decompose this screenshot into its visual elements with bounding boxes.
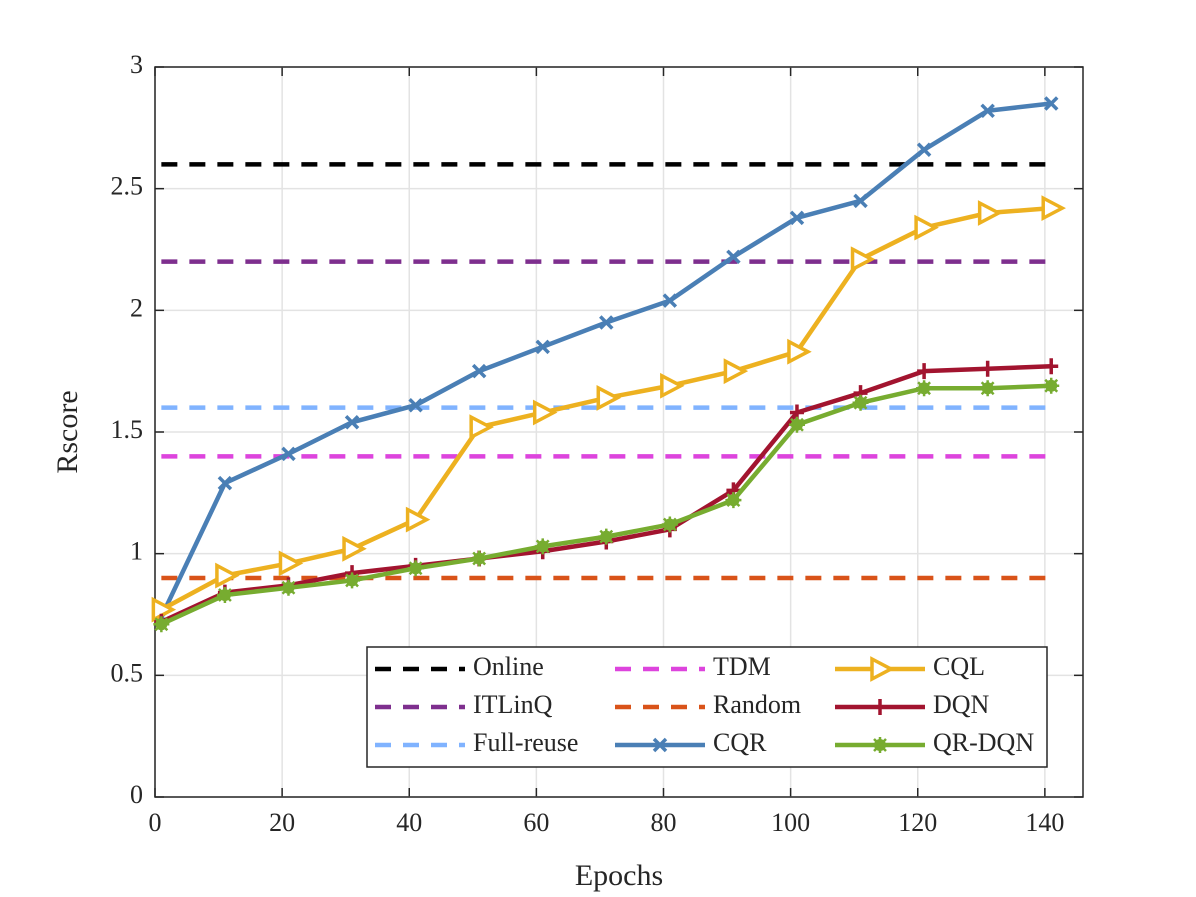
marker [469,414,494,441]
marker [471,363,487,379]
legend-label: CQL [933,652,985,681]
marker [599,315,614,330]
y-tick-label: 1 [130,537,143,566]
marker [873,699,887,715]
marker [1043,377,1060,394]
legend-label: Random [713,690,801,719]
marker [278,550,304,577]
axes-box [154,66,1084,798]
marker [217,475,233,491]
x-tick-label: 100 [771,808,810,837]
x-tick-label: 140 [1025,808,1064,837]
marker [726,249,741,265]
x-tick-label: 40 [396,808,422,837]
marker [916,142,932,157]
marker [344,415,360,430]
x-tick-label: 20 [269,808,295,837]
marker [725,492,742,509]
marker [596,385,622,411]
legend: Online ITLinQ Full-reuse TDM Random CQR CQL DQN… [366,646,1048,768]
marker [342,535,367,562]
legend-label: ITLinQ [473,690,553,719]
marker [1044,358,1059,375]
legend-label: DQN [933,690,990,719]
x-tick-label: 120 [898,808,937,837]
marker [280,579,297,596]
marker [660,372,685,399]
legend-label: QR-DQN [933,728,1034,757]
marker [471,550,488,567]
marker [979,380,996,397]
x-tick-label: 0 [149,808,162,837]
legend-label: Online [473,652,544,681]
marker [215,562,240,589]
legend-label: Full-reuse [473,728,578,757]
marker [917,363,932,380]
y-tick-label: 0.5 [111,658,144,687]
marker [598,528,615,545]
y-axis-label: Rscore [51,390,84,473]
y-tick-label: 1.5 [111,415,144,444]
marker [787,338,812,365]
x-tick-label: 80 [650,808,676,837]
marker [788,416,805,433]
marker [916,380,933,397]
marker [723,358,749,385]
marker [980,103,995,119]
marker [977,200,1003,226]
marker [662,293,678,308]
marker [532,399,558,426]
x-axis-label: Epochs [575,859,663,892]
marker [652,737,668,753]
marker [914,214,939,241]
marker [852,394,869,411]
marker [789,210,805,226]
marker [850,246,876,273]
marker [216,587,233,604]
marker [853,193,868,209]
legend-label: CQR [713,728,767,757]
y-tick-label: 2.5 [111,172,144,201]
marker [281,446,296,462]
marker [870,656,895,682]
marker [535,339,550,355]
marker [408,397,423,413]
marker [407,560,424,577]
marker [153,616,170,633]
legend-box [366,646,1048,768]
legend-label: TDM [713,652,771,681]
marker [872,737,888,753]
marker [344,572,361,589]
y-tick-label: 2 [130,293,143,322]
marker [1041,195,1066,222]
marker [534,538,551,555]
y-tick-label: 0 [130,780,143,809]
marker [980,360,995,377]
marker [661,516,678,533]
marker [405,506,431,533]
marker [1043,96,1059,111]
y-tick-label: 3 [130,50,143,79]
x-tick-label: 60 [523,808,549,837]
